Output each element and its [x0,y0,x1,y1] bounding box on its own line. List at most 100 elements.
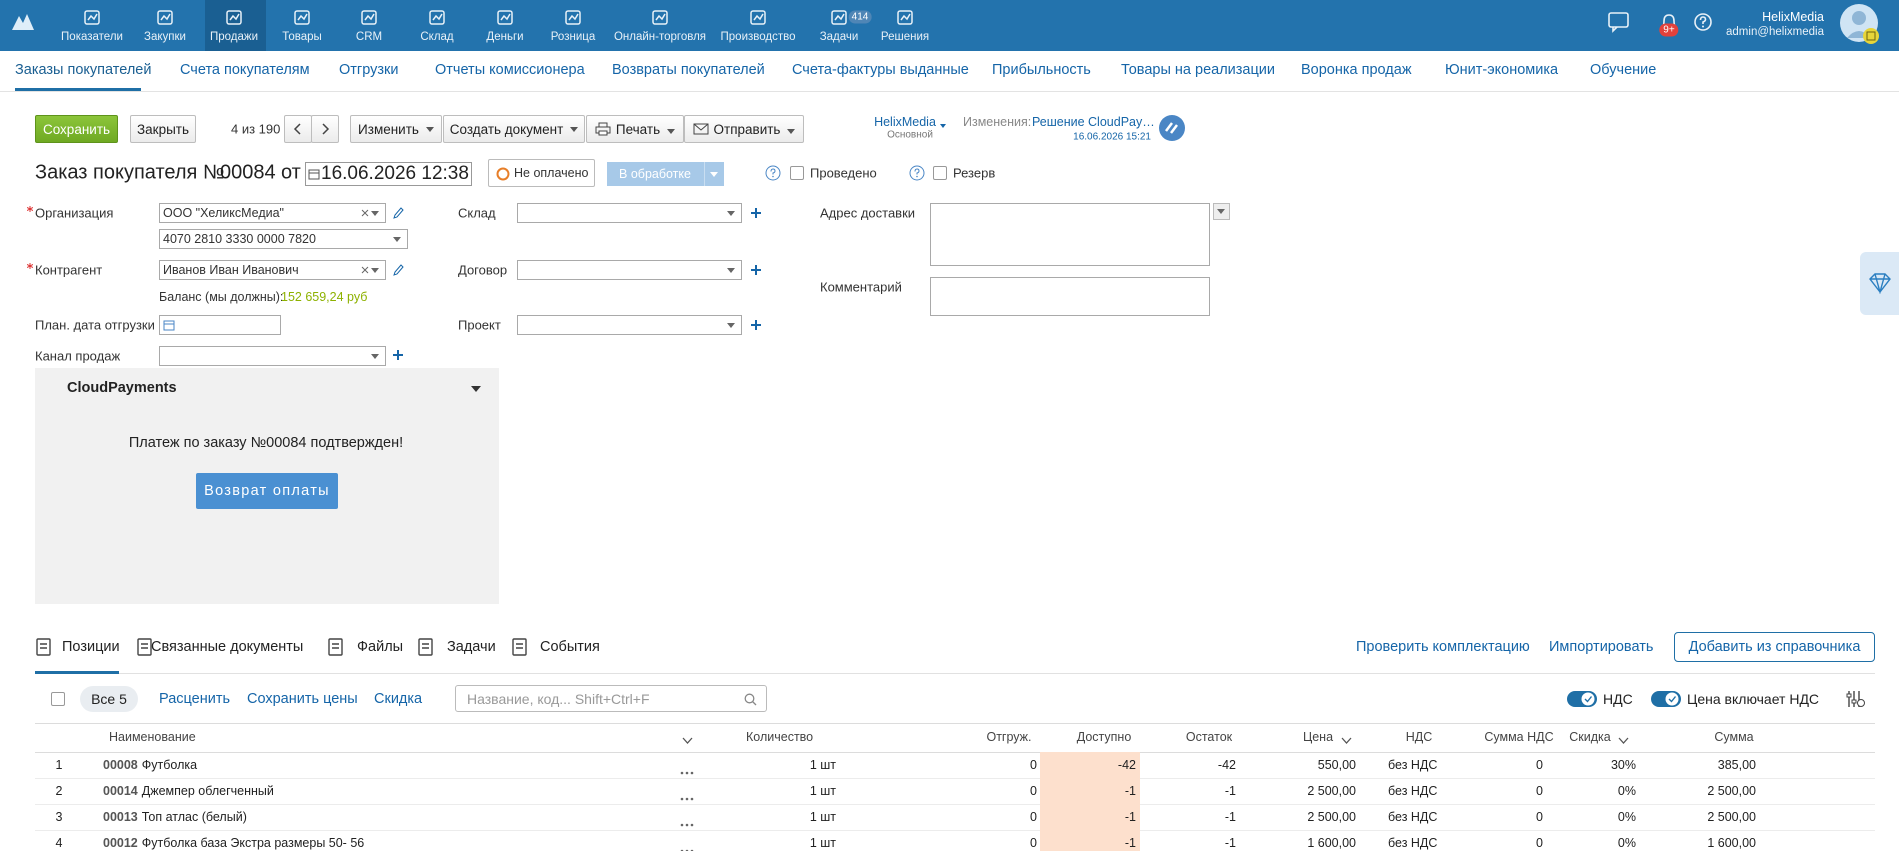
all-filter[interactable]: Все 5 [80,686,138,712]
nav-item[interactable]: Решения [880,31,930,43]
nav-item[interactable]: Продажи [209,31,259,43]
search-input[interactable]: Название, код... Shift+Ctrl+F [455,685,767,712]
columns-settings-icon[interactable] [1846,689,1866,709]
channel-input[interactable] [159,346,386,366]
name-cell[interactable]: 00008 Футболка [103,758,197,772]
clear-icon[interactable] [361,266,369,274]
tab[interactable]: Задачи [447,639,496,655]
nav-item[interactable]: Склад [420,31,454,43]
user-name[interactable]: HelixMedia [1762,10,1824,24]
column-header[interactable]: Наименование [109,730,196,744]
nav-item[interactable]: Производство [720,31,796,43]
subnav-item[interactable]: Юнит-экономика [1445,62,1559,78]
column-header[interactable]: Отгруж. [986,730,1032,744]
address-input[interactable] [930,203,1210,266]
print-button[interactable]: Печать [586,115,684,143]
add-icon[interactable] [750,207,762,219]
nav-item[interactable]: Закупки [144,31,186,43]
column-header[interactable]: Скидка [1569,730,1611,744]
subnav-item[interactable]: Возвраты покупателей [612,62,765,78]
posted-checkbox[interactable] [790,166,804,180]
subnav-item[interactable]: Отчеты комиссионера [435,62,585,78]
comment-input[interactable] [930,277,1210,316]
column-header[interactable]: Цена [1302,730,1334,744]
subnav-item[interactable]: Счета покупателям [180,62,310,78]
account-name[interactable]: HelixMedia [874,115,936,129]
changes-link[interactable]: Решение CloudPay… [1032,115,1155,129]
nav-item[interactable]: Розница [550,31,596,43]
add-icon[interactable] [392,349,404,361]
reserve-checkbox[interactable] [933,166,947,180]
nav-item[interactable]: Показатели [61,31,123,43]
contract-input[interactable] [517,260,742,280]
refund-button[interactable]: Возврат оплаты [196,473,338,509]
subnav-item[interactable]: Воронка продаж [1301,62,1412,78]
check-link[interactable]: Проверить комплектацию [1356,639,1530,655]
warehouse-input[interactable] [517,203,742,223]
close-button[interactable]: Закрыть [130,115,196,143]
side-widget[interactable] [1860,252,1899,315]
next-button[interactable] [311,115,339,143]
subnav-item[interactable]: Обучение [1590,62,1657,78]
column-header[interactable]: НДС [1405,730,1433,744]
payment-status-button[interactable]: Не оплачено [488,159,595,187]
account-input[interactable]: 4070 2810 3330 0000 7820 [159,229,408,249]
save-button[interactable]: Сохранить [35,115,118,143]
change-button[interactable]: Изменить [350,115,442,143]
document-number[interactable]: 00084 [220,161,276,184]
subnav-item[interactable]: Отгрузки [339,62,399,78]
column-header[interactable]: Количество [746,730,814,744]
import-link[interactable]: Импортировать [1549,639,1654,655]
tab[interactable]: Связанные документы [151,639,304,655]
reprice-link[interactable]: Расценить [159,691,231,707]
create-document-button[interactable]: Создать документ [443,115,585,143]
name-cell[interactable]: 00013 Топ атлас (белый) [103,810,247,824]
add-icon[interactable] [750,264,762,276]
help-icon[interactable] [1693,12,1713,32]
discount-link[interactable]: Скидка [374,691,423,707]
nav-item[interactable]: CRM [355,31,383,43]
save-prices-link[interactable]: Сохранить цены [247,691,358,707]
cloudpayments-icon[interactable] [1158,114,1186,142]
add-from-catalog-button[interactable]: Добавить из справочника [1674,632,1875,662]
prev-button[interactable] [284,115,312,143]
shipment-date-input[interactable] [159,315,281,335]
column-header[interactable]: Сумма [1714,730,1754,744]
subnav-item[interactable]: Товары на реализации [1121,62,1275,78]
column-header[interactable]: Доступно [1076,730,1132,744]
name-cell[interactable]: 00014 Джемпер облегченный [103,784,274,798]
counterparty-input[interactable]: Иванов Иван Иванович [159,260,386,280]
vat-toggle[interactable] [1567,690,1597,708]
avatar[interactable] [1839,2,1883,46]
reserve-help[interactable] [909,165,925,181]
send-button[interactable]: Отправить [684,115,804,143]
select-all-checkbox[interactable] [51,692,65,706]
clear-icon[interactable] [361,209,369,217]
logo[interactable] [10,10,36,32]
nav-item[interactable]: Задачи [819,31,859,43]
edit-icon[interactable] [392,263,404,277]
nav-item[interactable]: Деньги [486,31,524,43]
nav-item[interactable]: Онлайн-торговля [613,31,707,43]
nav-item[interactable]: Товары [282,31,322,43]
posted-help[interactable] [765,165,781,181]
subnav-item[interactable]: Заказы покупателей [15,62,152,78]
project-input[interactable] [517,315,742,335]
tab[interactable]: Позиции [62,639,120,655]
add-icon[interactable] [750,319,762,331]
edit-icon[interactable] [392,206,404,220]
panel-caret[interactable] [471,386,481,392]
price-incl-vat-toggle[interactable] [1651,690,1681,708]
subnav-item[interactable]: Счета-фактуры выданные [792,62,969,78]
chat-icon[interactable] [1607,11,1631,33]
column-header[interactable]: Остаток [1185,730,1233,744]
state-button[interactable]: В обработке [607,162,724,186]
date-input[interactable]: 16.06.2026 12:38 [305,162,472,186]
organization-input[interactable]: ООО "ХеликсМедиа" [159,203,386,223]
tab[interactable]: Файлы [357,639,404,655]
name-cell[interactable]: 00012 Футболка база Экстра размеры 50- 56 [103,836,364,850]
tab[interactable]: События [540,639,600,655]
subnav-item[interactable]: Прибыльность [992,62,1091,78]
address-dropdown[interactable] [1213,203,1230,220]
column-header[interactable]: Сумма НДС [1484,730,1554,744]
